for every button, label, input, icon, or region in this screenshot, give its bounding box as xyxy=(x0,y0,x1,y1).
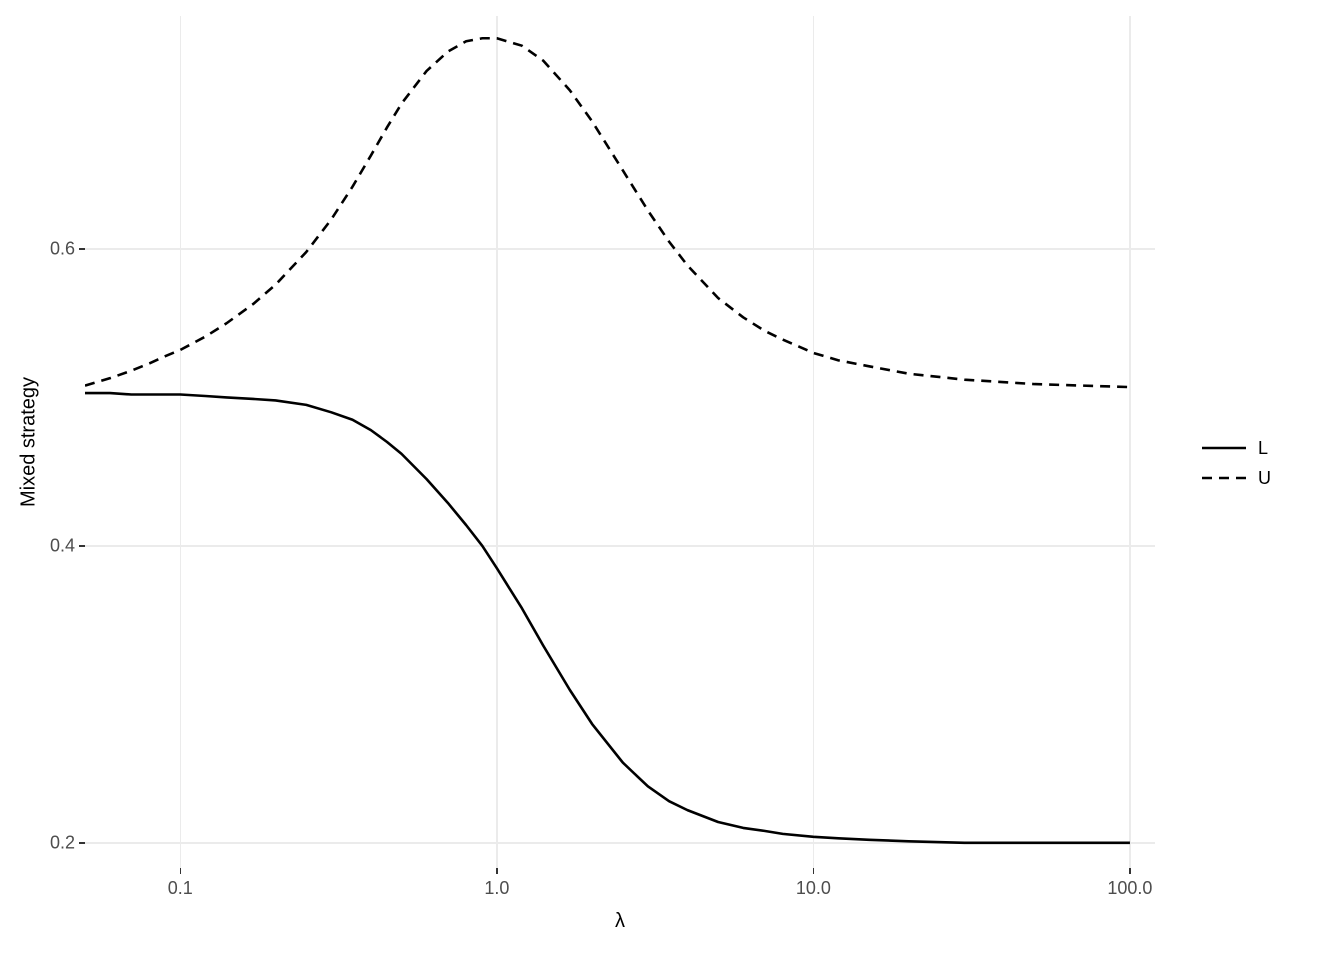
legend-item-L: L xyxy=(1200,436,1271,460)
legend-label: U xyxy=(1258,468,1271,489)
series-U xyxy=(85,38,1130,387)
plot-svg xyxy=(85,16,1155,868)
x-tick-mark xyxy=(813,868,815,874)
x-tick-mark xyxy=(496,868,498,874)
chart-container: Mixed strategy λ LU 0.1 1.0 10.0 100.0 0.2 0.… xyxy=(0,0,1344,960)
plot-panel xyxy=(85,16,1155,868)
legend-item-U: U xyxy=(1200,466,1271,490)
legend-key-icon xyxy=(1200,466,1248,490)
x-tick-label: 10.0 xyxy=(796,878,831,899)
y-tick-label: 0.4 xyxy=(50,535,75,556)
x-tick-label: 1.0 xyxy=(484,878,509,899)
x-axis-title: λ xyxy=(615,910,625,933)
y-tick-label: 0.2 xyxy=(50,832,75,853)
legend-key-icon xyxy=(1200,436,1248,460)
x-tick-label: 0.1 xyxy=(168,878,193,899)
y-tick-label: 0.6 xyxy=(50,239,75,260)
y-axis-title: Mixed strategy xyxy=(18,377,41,507)
x-tick-label: 100.0 xyxy=(1107,878,1152,899)
legend: LU xyxy=(1200,430,1271,496)
legend-label: L xyxy=(1258,438,1268,459)
x-tick-mark xyxy=(180,868,182,874)
series-L xyxy=(85,393,1130,843)
x-tick-mark xyxy=(1129,868,1131,874)
